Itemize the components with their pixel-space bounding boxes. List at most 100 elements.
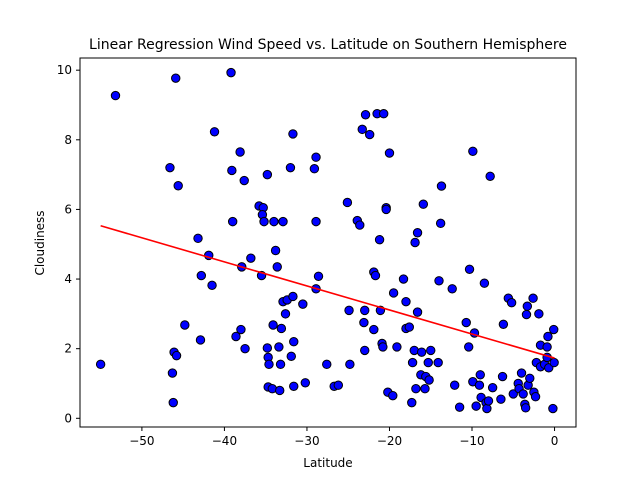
data-point <box>274 342 284 352</box>
data-point <box>506 298 517 308</box>
x-tick-label: −40 <box>212 434 237 448</box>
data-point <box>165 162 175 173</box>
data-point <box>498 319 509 330</box>
data-point <box>378 342 388 352</box>
x-tick-label: 0 <box>551 434 559 448</box>
data-point <box>418 199 429 209</box>
data-point <box>381 204 391 215</box>
data-point <box>483 396 494 406</box>
data-point <box>530 392 541 402</box>
data-point <box>270 245 281 256</box>
data-point <box>264 359 274 370</box>
data-point <box>388 288 399 298</box>
regression-line-segment <box>100 225 555 359</box>
data-point <box>479 278 490 288</box>
data-point <box>522 301 533 311</box>
data-point <box>508 389 518 399</box>
x-axis-label: Latitude <box>303 456 352 470</box>
data-point <box>235 147 245 157</box>
data-point <box>474 380 485 390</box>
data-point <box>534 309 544 319</box>
data-point <box>196 270 207 281</box>
data-point <box>404 322 414 332</box>
data-point <box>496 394 506 404</box>
data-point <box>355 220 365 230</box>
data-point <box>407 357 418 368</box>
data-point <box>278 216 288 227</box>
data-point <box>227 216 238 227</box>
y-tick-label: 2 <box>64 342 72 356</box>
chart-title: Linear Regression Wind Speed vs. Latitud… <box>89 37 567 53</box>
data-point <box>487 382 498 393</box>
data-point <box>518 389 528 399</box>
data-point <box>549 324 559 335</box>
data-point <box>262 343 273 353</box>
data-point <box>454 402 465 412</box>
y-tick-label: 0 <box>64 411 72 425</box>
data-point <box>416 347 427 357</box>
data-point <box>171 73 181 83</box>
data-points <box>95 67 559 414</box>
data-point <box>388 390 398 401</box>
data-point <box>468 146 478 156</box>
data-point <box>246 253 256 263</box>
data-point <box>239 175 249 186</box>
data-point <box>231 331 241 342</box>
data-point <box>226 67 236 78</box>
data-point <box>482 403 492 414</box>
data-point <box>173 181 183 191</box>
data-point <box>289 337 299 347</box>
data-point <box>412 228 423 238</box>
data-point <box>275 385 285 396</box>
data-point <box>392 342 402 352</box>
data-point <box>280 309 291 319</box>
data-point <box>433 357 443 368</box>
data-point <box>259 216 269 227</box>
data-point <box>420 384 430 394</box>
x-tick-label: −30 <box>294 434 319 448</box>
data-point <box>288 291 298 302</box>
data-point <box>542 342 552 352</box>
data-point <box>360 345 370 356</box>
data-point <box>209 127 220 137</box>
data-point <box>360 110 371 120</box>
data-point <box>311 216 321 227</box>
y-tick-label: 8 <box>64 133 72 147</box>
data-point <box>288 129 298 139</box>
y-axis-label: Cloudiness <box>33 210 47 275</box>
y-tick-label: 6 <box>64 202 72 216</box>
data-point <box>464 264 475 275</box>
data-point <box>171 350 182 361</box>
data-point <box>360 305 370 316</box>
data-point <box>435 218 446 229</box>
data-point <box>193 233 203 244</box>
data-point <box>298 299 308 309</box>
data-point <box>379 108 389 119</box>
data-point <box>344 305 354 316</box>
data-point <box>426 345 436 356</box>
data-point <box>359 317 369 328</box>
data-point <box>401 296 411 307</box>
data-point <box>275 359 286 370</box>
data-point <box>180 320 190 330</box>
data-point <box>411 384 421 394</box>
data-point <box>268 320 278 330</box>
data-point <box>95 359 106 370</box>
data-point <box>520 403 531 413</box>
data-point <box>370 270 381 281</box>
data-point <box>374 235 385 245</box>
data-point <box>309 164 320 174</box>
data-point <box>436 181 447 191</box>
data-point <box>195 335 206 345</box>
data-point <box>364 129 375 140</box>
data-point <box>449 380 460 390</box>
data-point <box>384 148 395 158</box>
data-point <box>407 397 417 408</box>
data-point <box>475 370 485 380</box>
data-point <box>333 380 344 390</box>
data-point <box>434 276 444 286</box>
data-point <box>269 216 279 227</box>
data-point <box>543 331 553 342</box>
y-tick-label: 4 <box>64 272 72 286</box>
